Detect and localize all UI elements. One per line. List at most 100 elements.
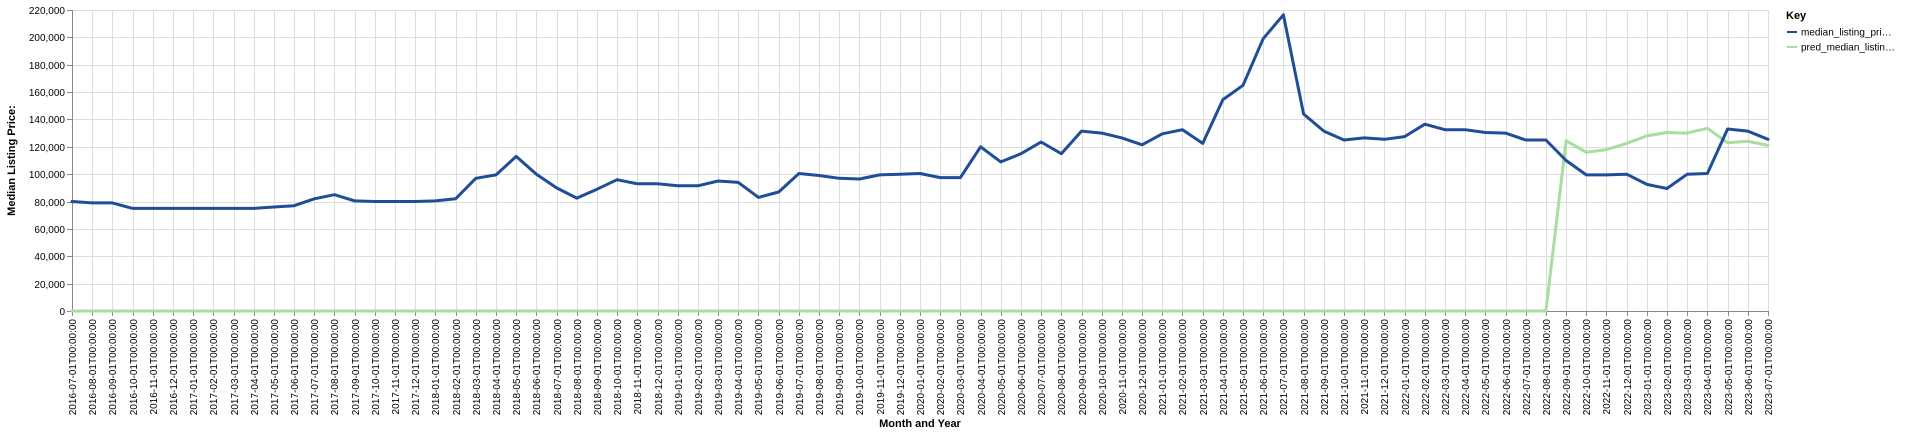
y-tick-label: 180,000	[29, 61, 66, 72]
series-line-0	[70, 13, 1770, 210]
series-lines	[70, 13, 1770, 313]
x-tick-label: 2020-10-01T00:00:00	[1098, 319, 1109, 416]
x-tick-label: 2019-08-01T00:00:00	[815, 319, 826, 416]
x-tick-label: 2018-04-01T00:00:00	[492, 319, 503, 416]
x-tick-label: 2023-06-01T00:00:00	[1744, 319, 1755, 416]
y-tick-label: 0	[59, 307, 65, 318]
x-tick-label: 2021-06-01T00:00:00	[1259, 319, 1270, 416]
x-tick-label: 2019-12-01T00:00:00	[896, 319, 907, 416]
x-tick-label: 2020-09-01T00:00:00	[1078, 319, 1089, 416]
x-tick-label: 2018-12-01T00:00:00	[654, 319, 665, 416]
legend: Key median_listing_pri… pred_median_listi…	[1786, 10, 1895, 54]
x-tick-label: 2017-10-01T00:00:00	[371, 319, 382, 416]
x-tick-label: 2017-07-01T00:00:00	[310, 319, 321, 416]
x-tick-label: 2016-08-01T00:00:00	[88, 319, 99, 416]
x-tick-label: 2016-07-01T00:00:00	[68, 319, 79, 416]
x-tick-label: 2021-04-01T00:00:00	[1219, 319, 1230, 416]
x-tick-label: 2017-09-01T00:00:00	[351, 319, 362, 416]
x-tick-label: 2017-12-01T00:00:00	[411, 319, 422, 416]
x-tick-label: 2020-06-01T00:00:00	[1017, 319, 1028, 416]
x-tick-label: 2019-06-01T00:00:00	[775, 319, 786, 416]
x-tick-label: 2022-07-01T00:00:00	[1522, 319, 1533, 416]
x-tick-label: 2022-01-01T00:00:00	[1401, 319, 1412, 416]
x-tick-label: 2019-11-01T00:00:00	[876, 319, 887, 415]
x-tick-label: 2017-01-01T00:00:00	[189, 319, 200, 416]
x-tick-label: 2019-03-01T00:00:00	[714, 319, 725, 416]
x-tick-label: 2022-05-01T00:00:00	[1481, 319, 1492, 416]
x-tick-label: 2018-05-01T00:00:00	[512, 319, 523, 416]
legend-title: Key	[1786, 10, 1807, 22]
x-tick-label: 2023-03-01T00:00:00	[1683, 319, 1694, 416]
y-tick-label: 120,000	[29, 143, 66, 154]
x-tick-label: 2021-03-01T00:00:00	[1199, 319, 1210, 416]
x-tick-label: 2020-08-01T00:00:00	[1057, 319, 1068, 416]
x-tick-label: 2021-05-01T00:00:00	[1239, 319, 1250, 416]
x-tick-label: 2018-06-01T00:00:00	[532, 319, 543, 416]
x-tick-label: 2023-02-01T00:00:00	[1663, 319, 1674, 416]
x-tick-label: 2017-04-01T00:00:00	[250, 319, 261, 416]
x-tick-label: 2022-04-01T00:00:00	[1461, 319, 1472, 416]
legend-label: median_listing_pri…	[1801, 28, 1892, 39]
y-tick-label: 80,000	[34, 198, 65, 209]
x-tick-label: 2017-03-01T00:00:00	[230, 319, 241, 416]
y-axis: 0 20,000 40,000 60,000 80,000 100,000 120,000 1…	[29, 6, 73, 318]
x-tick-label: 2017-06-01T00:00:00	[290, 319, 301, 416]
x-tick-label: 2021-07-01T00:00:00	[1279, 319, 1290, 416]
x-tick-label: 2021-11-01T00:00:00	[1360, 319, 1371, 415]
x-tick-label: 2023-07-01T00:00:00	[1764, 319, 1775, 416]
y-axis-title: Median Listing Price:	[6, 105, 18, 216]
y-tick-label: 20,000	[34, 280, 65, 291]
x-tick-label: 2016-10-01T00:00:00	[129, 319, 140, 416]
x-tick-label: 2020-02-01T00:00:00	[936, 319, 947, 416]
x-tick-label: 2022-08-01T00:00:00	[1542, 319, 1553, 416]
x-tick-label: 2018-10-01T00:00:00	[613, 319, 624, 416]
x-tick-label: 2019-01-01T00:00:00	[674, 319, 685, 416]
x-tick-label: 2023-04-01T00:00:00	[1703, 319, 1714, 416]
x-tick-label: 2020-12-01T00:00:00	[1138, 319, 1149, 416]
x-tick-label: 2020-03-01T00:00:00	[956, 319, 967, 416]
y-tick-label: 220,000	[29, 6, 66, 17]
x-tick-label: 2022-03-01T00:00:00	[1441, 319, 1452, 416]
x-tick-label: 2019-10-01T00:00:00	[855, 319, 866, 416]
series-line-1	[70, 126, 1770, 313]
x-tick-label: 2021-08-01T00:00:00	[1300, 319, 1311, 416]
x-axis-title: Month and Year	[879, 418, 961, 430]
x-tick-label: 2021-10-01T00:00:00	[1340, 319, 1351, 416]
x-tick-label: 2019-02-01T00:00:00	[694, 319, 705, 416]
x-tick-label: 2022-12-01T00:00:00	[1623, 319, 1634, 416]
x-tick-label: 2018-08-01T00:00:00	[573, 319, 584, 416]
y-tick-label: 200,000	[29, 33, 66, 44]
x-tick-label: 2020-04-01T00:00:00	[977, 319, 988, 416]
x-tick-label: 2018-03-01T00:00:00	[472, 319, 483, 416]
y-tick-label: 100,000	[29, 170, 66, 181]
y-tick-label: 40,000	[34, 252, 65, 263]
x-tick-label: 2018-07-01T00:00:00	[553, 319, 564, 416]
x-axis: 2016-07-01T00:00:00 2016-08-01T00:00:00 20…	[68, 311, 1775, 415]
x-tick-label: 2021-01-01T00:00:00	[1158, 319, 1169, 416]
x-tick-label: 2019-07-01T00:00:00	[795, 319, 806, 416]
x-tick-label: 2022-02-01T00:00:00	[1421, 319, 1432, 416]
y-tick-label: 160,000	[29, 88, 66, 99]
x-tick-label: 2018-02-01T00:00:00	[452, 319, 463, 416]
x-tick-label: 2019-04-01T00:00:00	[734, 319, 745, 416]
y-tick-label: 60,000	[34, 225, 65, 236]
x-tick-label: 2018-09-01T00:00:00	[593, 319, 604, 416]
x-tick-label: 2021-12-01T00:00:00	[1380, 319, 1391, 416]
x-tick-label: 2021-02-01T00:00:00	[1178, 319, 1189, 416]
x-tick-label: 2016-12-01T00:00:00	[169, 319, 180, 416]
x-tick-label: 2017-08-01T00:00:00	[330, 319, 341, 416]
x-tick-label: 2018-11-01T00:00:00	[633, 319, 644, 415]
x-tick-label: 2022-09-01T00:00:00	[1562, 319, 1573, 416]
x-tick-label: 2020-11-01T00:00:00	[1118, 319, 1129, 415]
x-tick-label: 2021-09-01T00:00:00	[1320, 319, 1331, 416]
x-tick-label: 2017-11-01T00:00:00	[391, 319, 402, 415]
legend-label: pred_median_listin…	[1801, 43, 1895, 54]
x-tick-label: 2020-07-01T00:00:00	[1037, 319, 1048, 416]
x-tick-label: 2022-11-01T00:00:00	[1602, 319, 1613, 415]
x-tick-label: 2019-05-01T00:00:00	[754, 319, 765, 416]
x-tick-label: 2022-10-01T00:00:00	[1582, 319, 1593, 416]
x-tick-label: 2018-01-01T00:00:00	[431, 319, 442, 416]
x-tick-label: 2016-11-01T00:00:00	[149, 319, 160, 415]
